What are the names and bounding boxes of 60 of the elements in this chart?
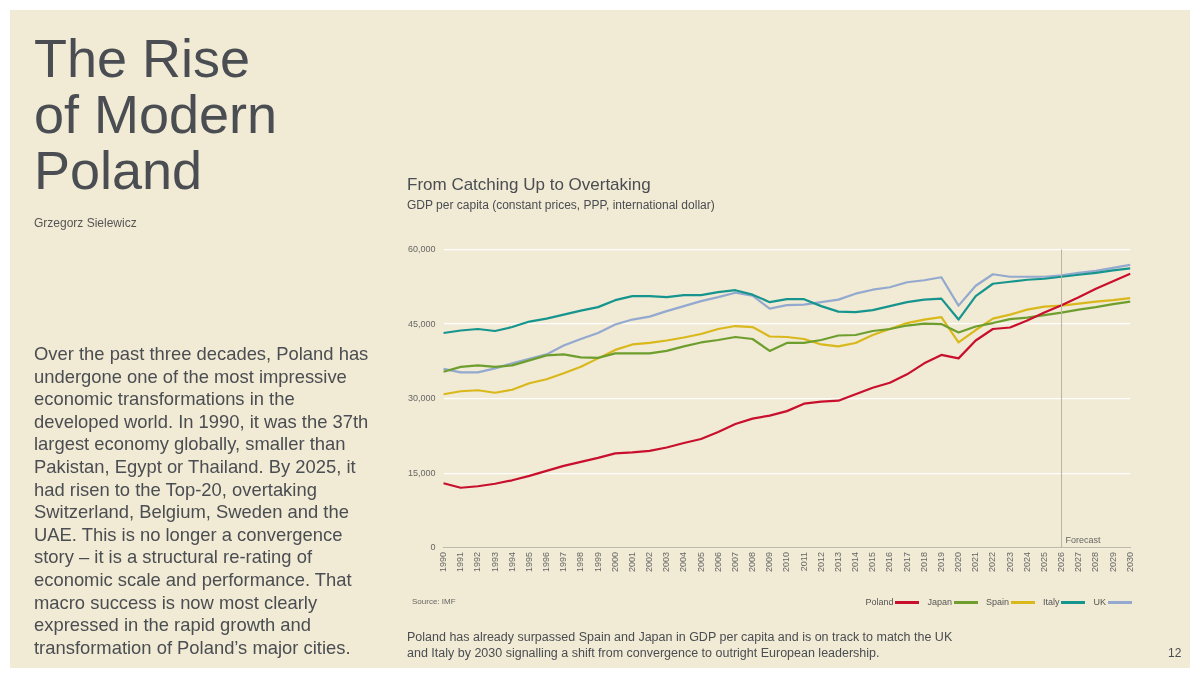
x-tick-label: 2029 xyxy=(1107,551,1118,573)
x-tick-label: 2000 xyxy=(609,551,620,573)
x-tick-label: 2001 xyxy=(626,551,637,573)
x-tick-label: 2020 xyxy=(953,551,964,573)
y-tick-label: 45,000 xyxy=(408,318,436,329)
text: 12 xyxy=(1168,646,1182,660)
x-tick-label: 1992 xyxy=(472,551,483,573)
x-tick-label: 2017 xyxy=(901,551,912,573)
chart-subtitle: From Catching Up to Overtaking xyxy=(407,175,651,195)
x-tick-label: 2015 xyxy=(867,551,878,573)
ref-line-label: Forecast xyxy=(1065,534,1102,545)
x-tick-label: 1994 xyxy=(506,551,517,573)
x-tick-label: 2002 xyxy=(644,551,655,573)
x-tick-label: 2010 xyxy=(781,551,792,573)
x-tick-label: 2011 xyxy=(798,551,809,572)
y-tick-label: 0 xyxy=(430,542,436,553)
legend-label: Spain xyxy=(985,597,1009,607)
y-tick-label: 60,000 xyxy=(408,243,436,254)
x-tick-label: 2026 xyxy=(1056,551,1067,573)
legend-label: Poland xyxy=(865,597,894,607)
x-tick-label: 2008 xyxy=(747,551,758,573)
legend-label: Japan xyxy=(927,597,952,607)
x-tick-label: 2021 xyxy=(970,551,981,573)
x-tick-label: 2022 xyxy=(987,551,998,573)
x-tick-label: 2028 xyxy=(1090,551,1101,573)
x-tick-label: 2018 xyxy=(918,551,929,573)
x-tick-label: 2009 xyxy=(764,551,775,573)
x-tick-label: 2012 xyxy=(815,551,826,573)
x-tick-label: 2019 xyxy=(935,551,946,573)
text: Grzegorz Sielewicz xyxy=(34,216,137,230)
legend-label: UK xyxy=(1093,597,1106,607)
chart-title: The Rise of Modern Poland xyxy=(34,28,279,200)
legend-label: Italy xyxy=(1042,597,1060,607)
x-tick-label: 2005 xyxy=(695,551,706,573)
x-tick-label: 1999 xyxy=(592,551,603,573)
x-tick-label: 2016 xyxy=(884,551,895,573)
x-tick-label: 1991 xyxy=(455,551,466,573)
text: Poland has already surpassed Spain and Japan in GDP per capita and is on track to match the UK and Italy by 2030 signalling a shift from convergence to outright European leadership. xyxy=(407,629,954,661)
y-axis-title: GDP per capita (constant prices, PPP, international dollar) xyxy=(407,198,715,212)
x-tick-label: 2007 xyxy=(729,551,740,573)
y-tick-label: 15,000 xyxy=(408,467,436,478)
x-tick-label: 2003 xyxy=(661,551,672,573)
x-tick-label: 1996 xyxy=(541,551,552,573)
x-tick-label: 2024 xyxy=(1021,551,1032,573)
x-tick-label: 2014 xyxy=(850,551,861,573)
text: Over the past three decades, Poland has undergone one of the most impressive economic transformations in the developed world. In 1990, it was the 37th largest economy globally, smaller than Pakistan, Egypt or Thailand. By 2025, it had risen to the Top-20, overtaking Switzerland, Belgium, Sweden and the UAE. This is no longer a convergence story – it is a structural re-rating of economic scale and performance. That macro success is now most clearly expressed in the rapid growth and transformation of Poland’s major cities. xyxy=(34,343,369,658)
x-tick-label: 1995 xyxy=(523,551,534,573)
x-tick-label: 2027 xyxy=(1073,551,1084,573)
source-note: Source: IMF xyxy=(412,597,456,606)
x-tick-label: 1998 xyxy=(575,551,586,573)
x-tick-label: 2013 xyxy=(832,551,843,573)
x-tick-label: 1997 xyxy=(558,551,569,573)
x-tick-label: 2004 xyxy=(678,551,689,573)
x-tick-label: 2030 xyxy=(1124,551,1135,573)
y-tick-label: 30,000 xyxy=(408,393,436,404)
x-tick-label: 1993 xyxy=(489,551,500,573)
x-tick-label: 2025 xyxy=(1038,551,1049,573)
x-tick-label: 2006 xyxy=(712,551,723,573)
x-tick-label: 2023 xyxy=(1004,551,1015,573)
x-tick-label: 1990 xyxy=(438,551,449,573)
